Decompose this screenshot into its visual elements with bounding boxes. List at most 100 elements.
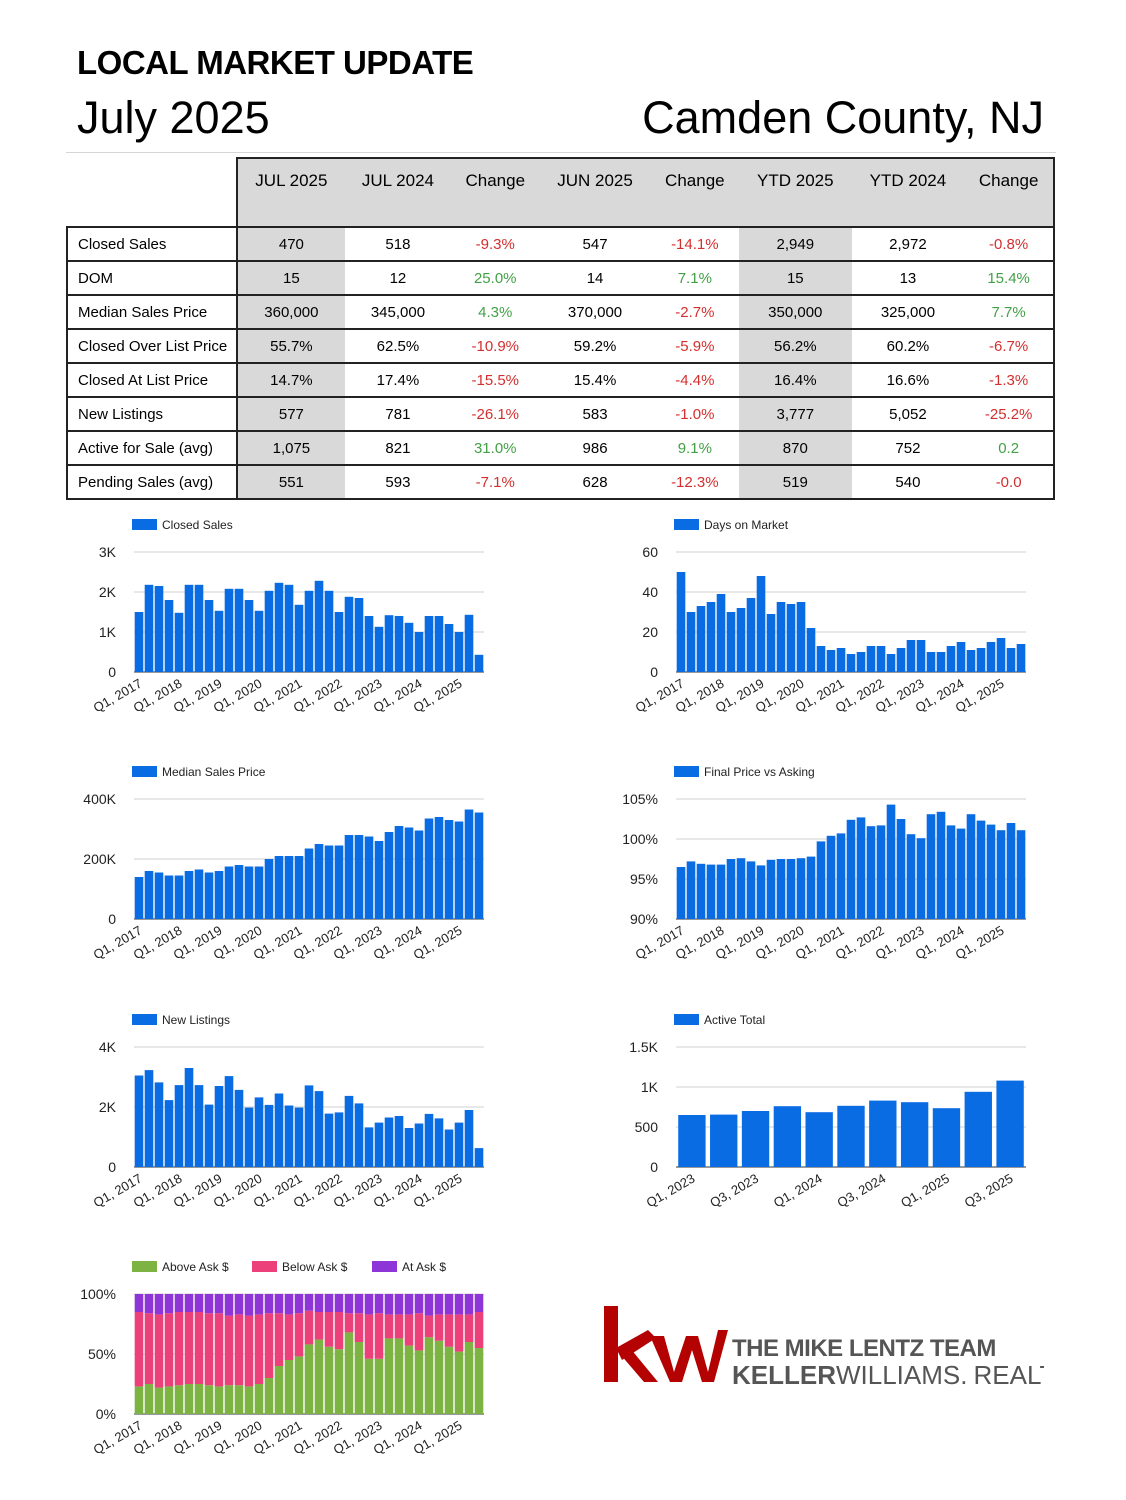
bar bbox=[816, 646, 826, 672]
y-tick-label: 0 bbox=[108, 1159, 116, 1175]
bar bbox=[194, 1085, 204, 1167]
column-header: JUL 2025 bbox=[236, 157, 345, 227]
y-tick-label: 1K bbox=[641, 1079, 659, 1095]
row-label: Active for Sale (avg) bbox=[66, 431, 238, 466]
bar bbox=[254, 866, 264, 919]
bar-segment bbox=[324, 1346, 334, 1414]
bar bbox=[144, 1070, 154, 1167]
bar bbox=[716, 864, 726, 919]
bar-segment bbox=[144, 1294, 154, 1314]
bar-segment bbox=[224, 1294, 234, 1316]
column-header: YTD 2025 bbox=[738, 157, 852, 227]
change-cell: 15.4% bbox=[964, 261, 1055, 296]
bar bbox=[876, 825, 886, 919]
bar bbox=[144, 871, 154, 919]
bar bbox=[976, 820, 986, 919]
table-body: Closed Sales 470 518 -9.3% 547 -14.1% 2,949 2,9… bbox=[66, 226, 1055, 500]
value-cell: 470 bbox=[237, 226, 345, 262]
bar-segment bbox=[464, 1294, 474, 1315]
table-row: Closed At List Price 14.7% 17.4% -15.5% 15.4… bbox=[66, 363, 1055, 398]
bar bbox=[826, 650, 836, 672]
bar bbox=[244, 1107, 254, 1167]
bar bbox=[274, 1093, 284, 1167]
bar bbox=[384, 1117, 394, 1167]
x-tick-label: Q1, 2024 bbox=[771, 1171, 825, 1211]
bar bbox=[856, 652, 866, 672]
bar-segment bbox=[264, 1313, 274, 1378]
y-tick-label: 1K bbox=[99, 624, 117, 640]
bar-segment bbox=[164, 1313, 174, 1387]
bar bbox=[916, 838, 926, 919]
bar bbox=[364, 1127, 374, 1167]
bar-segment bbox=[244, 1386, 254, 1414]
bar-segment bbox=[234, 1294, 244, 1315]
value-cell: 370,000 bbox=[539, 295, 651, 330]
change-cell: 0.2 bbox=[964, 431, 1055, 466]
bar bbox=[274, 582, 284, 672]
bar bbox=[678, 1115, 706, 1167]
y-tick-label: 50% bbox=[88, 1346, 116, 1362]
bar-segment bbox=[414, 1294, 424, 1314]
table-row: Median Sales Price 360,000 345,000 4.3% 370,… bbox=[66, 295, 1055, 330]
legend-label: At Ask $ bbox=[402, 1260, 446, 1274]
value-cell: 14 bbox=[539, 261, 651, 296]
bar bbox=[716, 594, 726, 672]
bar bbox=[837, 1105, 865, 1167]
row-label: Median Sales Price bbox=[66, 295, 238, 330]
change-cell: -6.7% bbox=[964, 329, 1055, 364]
y-tick-label: 1.5K bbox=[629, 1039, 658, 1055]
bar bbox=[284, 856, 294, 919]
y-tick-label: 3K bbox=[99, 544, 117, 560]
legend-label: Final Price vs Asking bbox=[704, 765, 815, 779]
bar-segment bbox=[154, 1314, 164, 1388]
y-tick-label: 95% bbox=[630, 871, 658, 887]
value-cell: 519 bbox=[738, 465, 852, 500]
bar bbox=[444, 624, 454, 672]
bar bbox=[294, 604, 304, 672]
bar bbox=[836, 648, 846, 672]
bar bbox=[736, 608, 746, 672]
value-cell: 345,000 bbox=[344, 295, 452, 330]
value-cell: 325,000 bbox=[851, 295, 965, 330]
bar bbox=[304, 1085, 314, 1167]
bar bbox=[284, 584, 294, 672]
bar bbox=[826, 835, 836, 919]
bar-segment bbox=[374, 1313, 384, 1359]
bar bbox=[686, 612, 696, 672]
y-tick-label: 2K bbox=[99, 1099, 117, 1115]
bar-segment bbox=[384, 1294, 394, 1315]
bar bbox=[434, 817, 444, 919]
legend-swatch bbox=[132, 1014, 157, 1025]
bar bbox=[374, 1122, 384, 1167]
bar bbox=[254, 1097, 264, 1167]
value-cell: 16.6% bbox=[851, 363, 965, 398]
bar-segment bbox=[234, 1314, 244, 1386]
bar bbox=[856, 817, 866, 919]
bar-segment bbox=[294, 1356, 304, 1414]
bar bbox=[676, 572, 686, 672]
bar bbox=[414, 1123, 424, 1167]
bar-segment bbox=[284, 1360, 294, 1414]
bar bbox=[866, 646, 876, 672]
x-tick-label: Q1, 2025 bbox=[898, 1171, 952, 1211]
bar bbox=[454, 821, 464, 919]
y-tick-label: 100% bbox=[80, 1286, 116, 1302]
bar bbox=[374, 626, 384, 672]
bar-segment bbox=[164, 1386, 174, 1414]
bar bbox=[686, 861, 696, 919]
bar bbox=[726, 859, 736, 919]
bar-segment bbox=[194, 1384, 204, 1414]
y-tick-label: 200K bbox=[83, 851, 116, 867]
bar bbox=[134, 877, 144, 919]
bar bbox=[806, 856, 816, 919]
change-cell: -15.5% bbox=[451, 363, 540, 398]
bar bbox=[154, 872, 164, 919]
bar-segment bbox=[254, 1384, 264, 1414]
bar bbox=[324, 1113, 334, 1167]
bar bbox=[454, 632, 464, 672]
bar-segment bbox=[374, 1358, 384, 1414]
change-cell: -2.7% bbox=[650, 295, 739, 330]
value-cell: 350,000 bbox=[738, 295, 852, 330]
